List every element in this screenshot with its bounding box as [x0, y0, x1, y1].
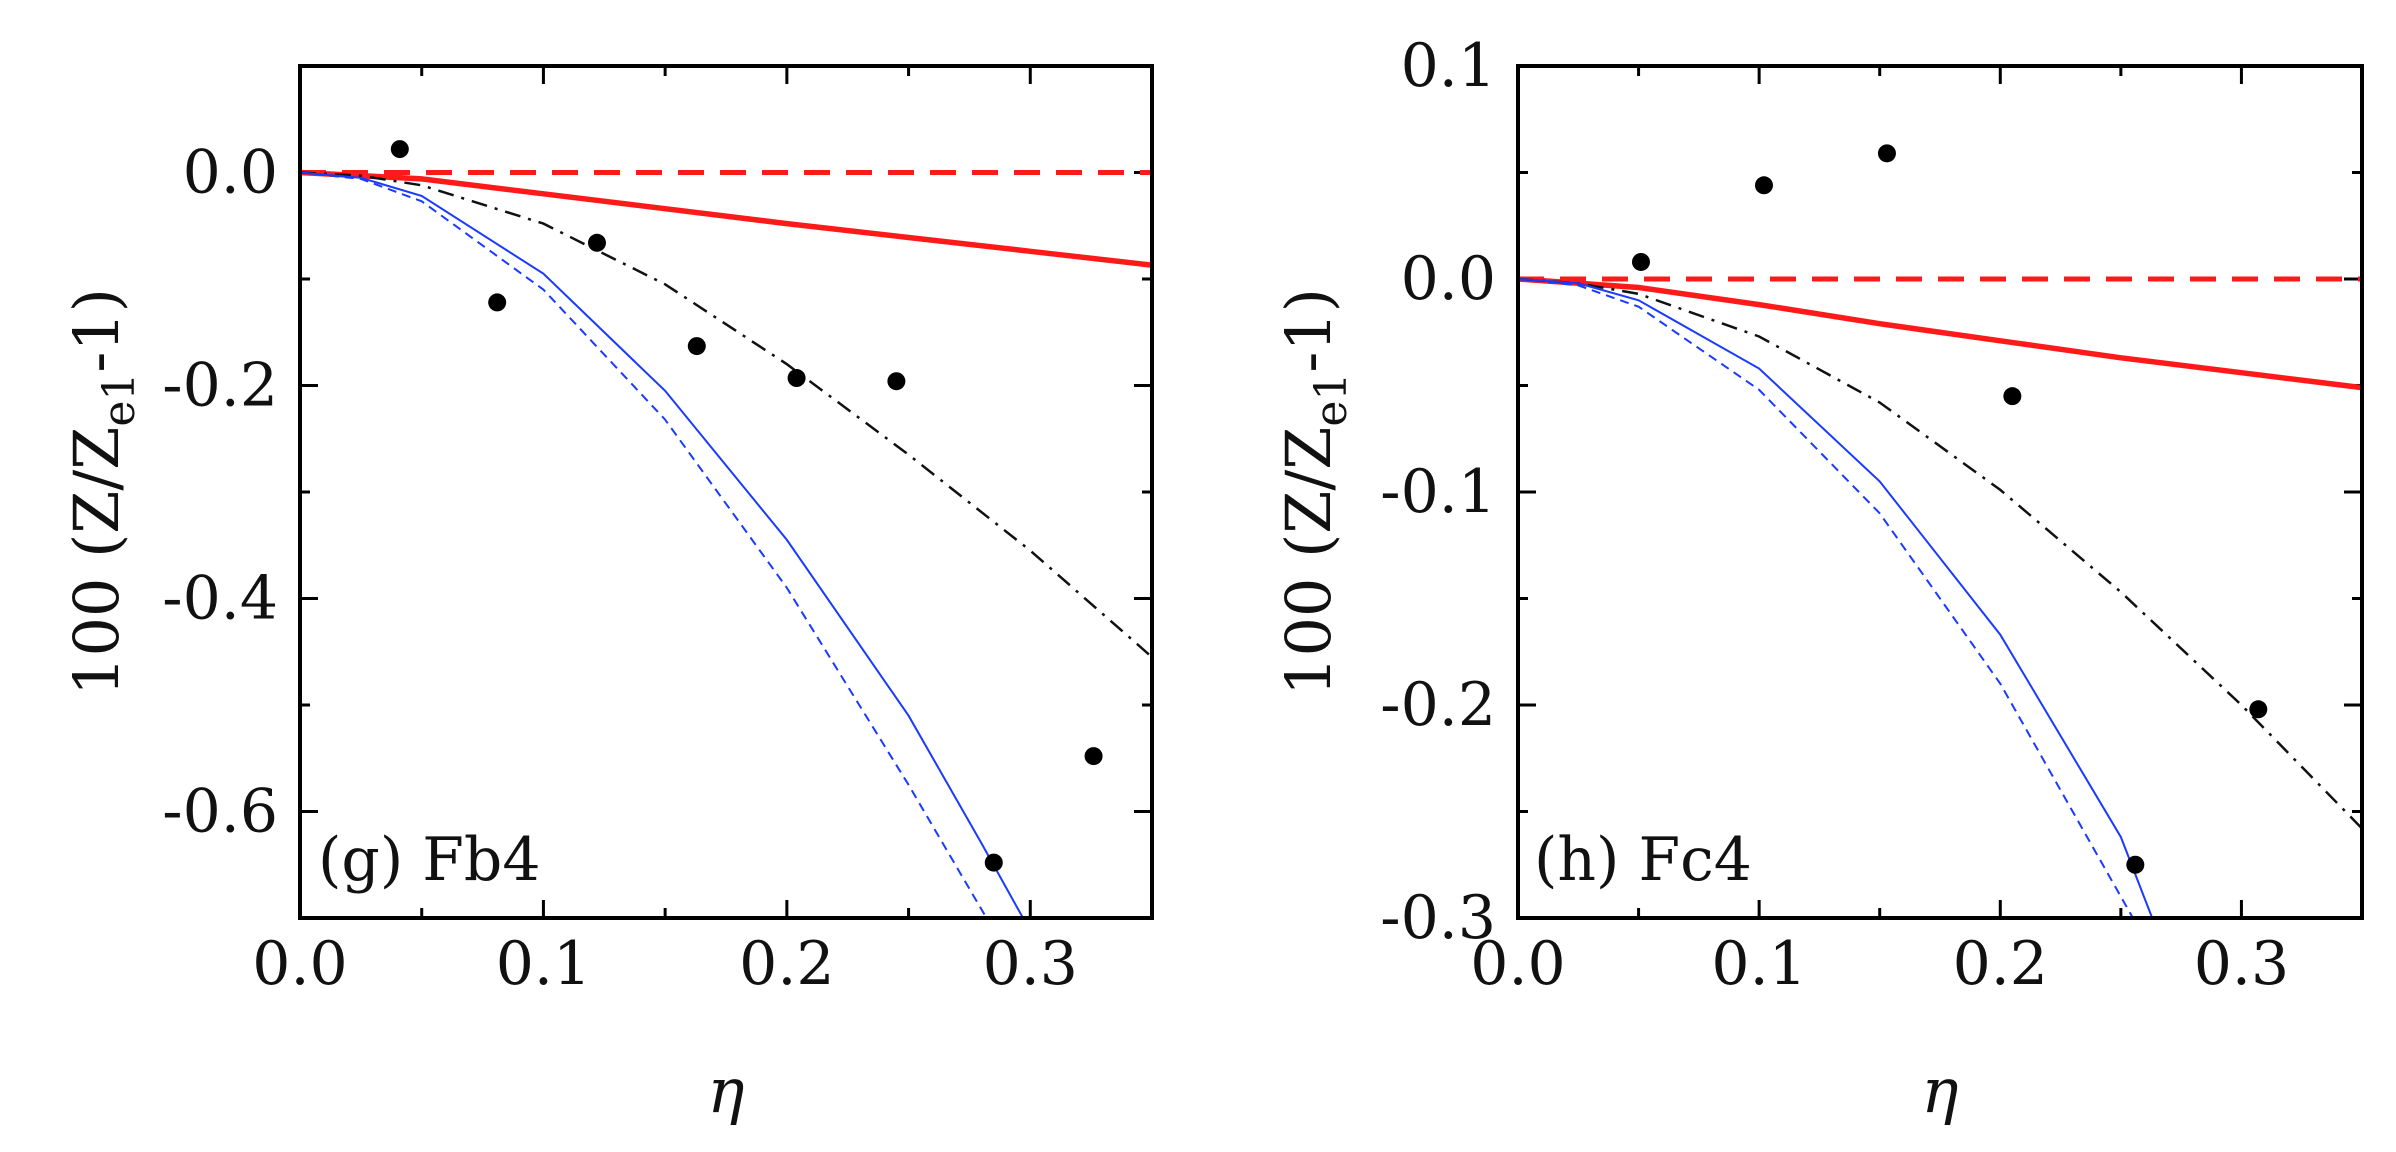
y-axis-title: 100 (Z/Ze1-1)	[60, 288, 145, 696]
y-tick-label: -0.6	[162, 777, 278, 847]
y-tick-label: -0.3	[1380, 883, 1496, 953]
x-axis-title: η	[707, 1054, 744, 1127]
y-axis-title: 100 (Z/Ze1-1)	[1272, 288, 1357, 696]
plot-frame	[298, 64, 1154, 920]
panel-h: (h) Fc4 η 100 (Z/Ze1-1) 0.0 0.1 0.2 0.3 0.1 0…	[1272, 31, 2364, 1127]
series-red-solid	[1518, 276, 2362, 391]
series-group	[300, 169, 1152, 918]
y-tick-label: 0.0	[183, 138, 278, 208]
series-group	[1518, 276, 2362, 918]
panel-label: (g) Fb4	[318, 825, 541, 895]
y-tick-label: -0.4	[162, 564, 278, 634]
y-tick-label: -0.2	[162, 351, 278, 421]
data-point	[1631, 252, 1650, 271]
y-tick-label: 0.1	[1401, 31, 1496, 101]
x-tick-label: 0.0	[252, 929, 347, 999]
series-black-dashdot	[1518, 277, 2362, 830]
series-blue-dashed	[1518, 278, 2134, 918]
y-tick-label: -0.2	[1380, 670, 1496, 740]
x-tick-label: 0.3	[2194, 929, 2289, 999]
y-tick-label: -0.1	[1380, 457, 1496, 527]
data-point	[1754, 176, 1773, 195]
data-point	[1877, 144, 1896, 163]
data-point	[787, 369, 806, 388]
data-point	[2249, 700, 2268, 719]
panel-g: (g) Fb4 η 100 (Z/Ze1-1) 0.0 0.1 0.2 0.3 0.0 -…	[60, 64, 1154, 1127]
series-blue-dashed	[300, 171, 988, 918]
plot-frame	[1516, 64, 2364, 920]
x-tick-label: 0.3	[983, 929, 1078, 999]
data-point	[587, 233, 606, 252]
data-point	[488, 293, 507, 312]
x-tick-label: 0.2	[739, 929, 834, 999]
data-point	[2003, 387, 2022, 406]
x-tick-label: 0.2	[1953, 929, 2048, 999]
x-tick-label: 0.1	[1711, 929, 1806, 999]
data-point	[687, 337, 706, 356]
y-tick-label: 0.0	[1401, 244, 1496, 314]
series-red-solid	[300, 169, 1152, 268]
series-black-dashdot	[300, 171, 1152, 659]
series-blue-solid	[1518, 278, 2154, 918]
x-axis-title: η	[1921, 1054, 1958, 1127]
series-blue-solid	[300, 171, 1024, 918]
panel-label: (h) Fc4	[1534, 825, 1752, 895]
data-point	[2126, 855, 2145, 874]
data-point	[887, 372, 906, 391]
data-point	[984, 853, 1003, 872]
x-tick-label: 0.0	[1470, 929, 1565, 999]
data-point	[390, 140, 409, 159]
x-tick-label: 0.1	[496, 929, 591, 999]
data-point	[1084, 747, 1103, 766]
